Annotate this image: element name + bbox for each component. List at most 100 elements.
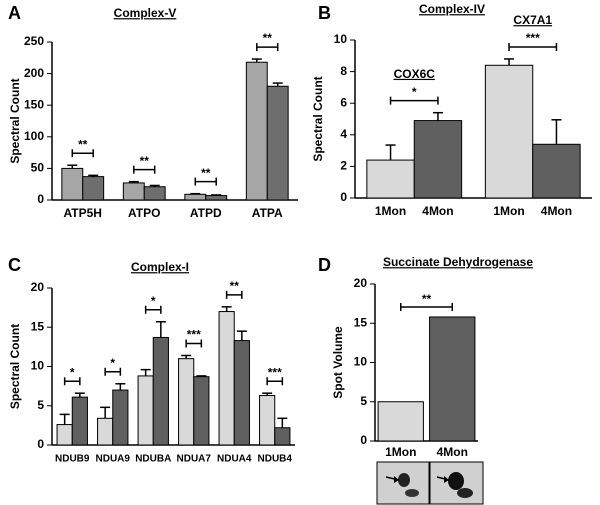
- panel-letter: A: [8, 3, 21, 23]
- significance-bracket: [194, 177, 217, 186]
- significance-label: ***: [526, 31, 540, 45]
- y-tick-label: 4: [340, 127, 347, 141]
- gel-spot: [398, 473, 410, 487]
- y-tick-label: 2: [340, 159, 347, 173]
- bar: [97, 417, 114, 446]
- bar: [259, 395, 276, 446]
- significance-label: *: [110, 356, 115, 370]
- bar: [61, 167, 84, 201]
- y-tick-label: 8: [340, 64, 347, 78]
- y-tick-label: 0: [37, 192, 44, 206]
- gel-spot: [457, 488, 473, 498]
- y-tick-label: 5: [360, 394, 367, 408]
- gel-images: [376, 461, 484, 505]
- bar: [245, 61, 268, 201]
- x-tick-label: ATPD: [190, 206, 222, 220]
- bar: [112, 389, 129, 446]
- y-tick-label: 15: [354, 315, 368, 329]
- y-tick-label: 0: [340, 190, 347, 204]
- x-tick-label: 1Mon: [385, 445, 416, 459]
- significance-label: ***: [187, 328, 201, 342]
- y-axis-label: Spectral Count: [311, 76, 325, 161]
- bar: [71, 396, 88, 446]
- y-tick-label: 100: [24, 129, 44, 143]
- panel-letter: C: [8, 255, 21, 275]
- y-tick-label: 250: [24, 34, 44, 48]
- bar: [377, 401, 424, 442]
- significance-label: **: [78, 137, 88, 151]
- y-tick-label: 150: [24, 97, 44, 111]
- bar: [178, 358, 195, 446]
- significance-bracket: [400, 302, 453, 311]
- significance-label: ***: [268, 365, 282, 379]
- bar: [184, 193, 207, 201]
- bar: [413, 120, 463, 199]
- bar: [122, 182, 145, 201]
- x-tick-label: 1Mon: [493, 204, 524, 218]
- group-label: CX7A1: [513, 13, 552, 27]
- x-tick-label: 4Mon: [541, 204, 572, 218]
- significance-bracket: [144, 305, 162, 314]
- x-tick-label: NDUA4: [217, 454, 252, 465]
- y-axis-label: Spectral Count: [8, 324, 22, 409]
- significance-bracket: [508, 42, 558, 51]
- bar: [484, 64, 534, 199]
- significance-label: *: [151, 294, 156, 308]
- gel-spot: [405, 489, 419, 497]
- significance-label: **: [422, 292, 432, 306]
- chart-title: Complex-IV: [419, 2, 485, 16]
- significance-bracket: [63, 377, 81, 386]
- y-tick-label: 10: [334, 32, 348, 46]
- significance-label: **: [263, 31, 273, 45]
- x-tick-label: 4Mon: [437, 445, 468, 459]
- y-tick-label: 50: [31, 161, 45, 175]
- gel-arrow: [444, 476, 449, 483]
- bar: [56, 424, 73, 446]
- x-tick-label: ATPO: [128, 206, 160, 220]
- x-tick-label: NDUBA: [135, 454, 171, 465]
- significance-label: **: [201, 166, 211, 180]
- x-tick-label: 1Mon: [375, 204, 406, 218]
- significance-bracket: [225, 290, 243, 299]
- x-tick-label: NDUA7: [177, 454, 212, 465]
- y-tick-label: 0: [37, 437, 44, 451]
- chart-title: Succinate Dehydrogenase: [383, 255, 533, 269]
- bar: [152, 336, 169, 446]
- x-tick-label: NDUB9: [55, 454, 90, 465]
- significance-label: **: [230, 279, 240, 293]
- significance-bracket: [133, 165, 156, 174]
- y-tick-label: 5: [37, 398, 44, 412]
- bar: [429, 316, 476, 442]
- y-axis-label: Spectral Count: [8, 78, 22, 163]
- significance-bracket: [389, 96, 439, 105]
- bar: [143, 186, 166, 201]
- x-tick-label: NDUA9: [96, 454, 131, 465]
- bar: [82, 176, 105, 201]
- significance-label: *: [412, 85, 417, 99]
- x-tick-label: 4Mon: [422, 204, 453, 218]
- y-tick-label: 10: [31, 359, 45, 373]
- y-axis-label: Spot Volume: [331, 326, 345, 399]
- significance-bracket: [185, 339, 203, 348]
- group-label: COX6C: [394, 67, 436, 81]
- bar: [233, 340, 250, 446]
- panel-letter: B: [318, 3, 331, 23]
- significance-bracket: [266, 377, 284, 386]
- bar: [137, 375, 154, 446]
- y-tick-label: 20: [31, 280, 45, 294]
- y-tick-label: 15: [31, 319, 45, 333]
- y-tick-label: 10: [354, 355, 368, 369]
- y-tick-label: 0: [360, 433, 367, 447]
- bar: [218, 311, 235, 446]
- bar: [193, 376, 210, 446]
- bar: [532, 143, 581, 199]
- x-tick-label: NDUB4: [258, 454, 293, 465]
- significance-label: *: [70, 365, 75, 379]
- chart-title: Complex-I: [131, 260, 189, 274]
- bar: [266, 85, 289, 201]
- bar: [205, 195, 228, 201]
- x-tick-label: ATPA: [252, 206, 283, 220]
- significance-bracket: [104, 367, 122, 376]
